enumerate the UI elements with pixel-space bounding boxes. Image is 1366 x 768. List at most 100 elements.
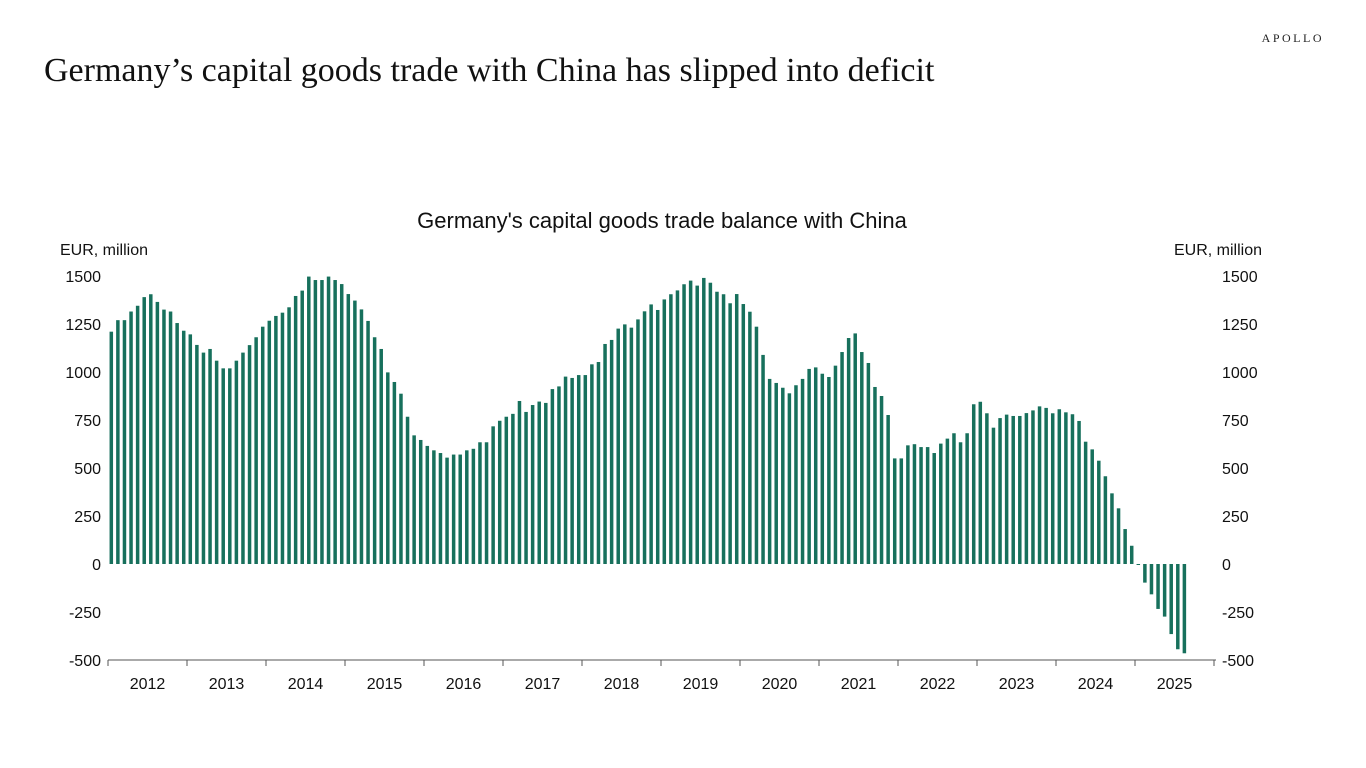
bar <box>1011 415 1015 564</box>
bar <box>563 376 568 564</box>
bar <box>781 387 785 564</box>
y-tick-label-right: -500 <box>1222 653 1254 670</box>
bar <box>971 404 976 564</box>
bar <box>945 438 950 564</box>
bar <box>175 323 179 564</box>
bar <box>142 297 146 564</box>
bar <box>702 277 706 564</box>
bar <box>616 328 620 564</box>
bar <box>379 348 383 564</box>
bar <box>853 333 857 564</box>
bar <box>767 378 772 564</box>
y-tick-label-right: 1000 <box>1222 365 1258 382</box>
bar <box>899 458 904 564</box>
y-tick-label-left: 1500 <box>65 269 101 286</box>
y-tick-label-left: 0 <box>92 557 101 574</box>
bar <box>609 339 614 564</box>
x-tick-label: 2018 <box>604 676 640 693</box>
bar <box>135 305 140 564</box>
y-tick-label-left: 1000 <box>65 365 101 382</box>
bar <box>346 294 351 564</box>
bar <box>590 364 594 564</box>
bar <box>491 426 495 564</box>
bar <box>906 445 910 564</box>
bar <box>228 368 232 564</box>
bar <box>820 373 825 564</box>
bar <box>662 299 667 564</box>
bar <box>116 320 120 564</box>
bar <box>504 416 509 564</box>
bar <box>214 360 219 564</box>
bar <box>1004 414 1009 564</box>
bar <box>794 385 798 564</box>
bar <box>787 393 792 564</box>
bar <box>1103 476 1108 564</box>
bar <box>998 418 1002 564</box>
bar <box>912 444 917 564</box>
bar <box>1182 564 1187 654</box>
bar <box>991 427 996 564</box>
y-tick-label-right: 1250 <box>1222 317 1258 334</box>
bar <box>728 303 732 564</box>
bar <box>596 362 601 564</box>
y-tick-label-right: 750 <box>1222 413 1249 430</box>
bar <box>655 309 660 564</box>
bar <box>313 280 318 564</box>
bar <box>754 326 759 564</box>
bar <box>879 396 884 564</box>
bar <box>570 377 574 564</box>
bar <box>813 367 818 564</box>
bar <box>892 458 897 564</box>
bar <box>1070 414 1075 564</box>
bar <box>846 338 851 564</box>
bar <box>1162 564 1167 617</box>
bar <box>952 433 956 564</box>
y-tick-label-right: 1500 <box>1222 269 1258 286</box>
bar <box>642 311 647 564</box>
y-tick-label-right: 0 <box>1222 557 1231 574</box>
bar <box>300 290 304 564</box>
bar <box>708 282 713 564</box>
bar <box>623 324 627 564</box>
bar <box>155 301 160 564</box>
bar <box>1156 564 1160 609</box>
bar <box>1129 545 1134 564</box>
bar <box>833 365 838 564</box>
y-tick-label-right: -250 <box>1222 605 1254 622</box>
x-tick-label: 2013 <box>209 676 245 693</box>
x-tick-label: 2017 <box>525 676 561 693</box>
bar <box>675 290 680 564</box>
bar <box>1083 441 1088 564</box>
bar <box>366 320 370 564</box>
bar <box>353 300 357 564</box>
bar <box>372 337 377 564</box>
bar <box>201 352 206 564</box>
bar <box>1176 564 1180 650</box>
bar <box>293 295 298 564</box>
x-tick-label: 2024 <box>1078 676 1114 693</box>
bar <box>629 327 634 564</box>
bar <box>326 276 331 564</box>
bar <box>122 320 127 564</box>
bar <box>1057 409 1062 564</box>
bar <box>497 420 502 564</box>
bar <box>873 386 877 564</box>
bar <box>162 309 166 564</box>
x-tick-label: 2025 <box>1157 676 1193 693</box>
bar <box>386 372 390 564</box>
bar <box>682 284 686 564</box>
bar <box>359 309 364 564</box>
x-tick-label: 2012 <box>130 676 166 693</box>
bar <box>774 382 778 564</box>
bar <box>649 304 653 564</box>
y-axis-label-left: EUR, million <box>60 242 148 259</box>
bar <box>320 280 324 564</box>
bar <box>432 450 436 564</box>
bar <box>807 368 811 564</box>
bar <box>919 447 923 564</box>
bar <box>149 294 153 564</box>
bar <box>274 315 278 564</box>
bar <box>985 413 989 564</box>
bar <box>181 330 186 564</box>
